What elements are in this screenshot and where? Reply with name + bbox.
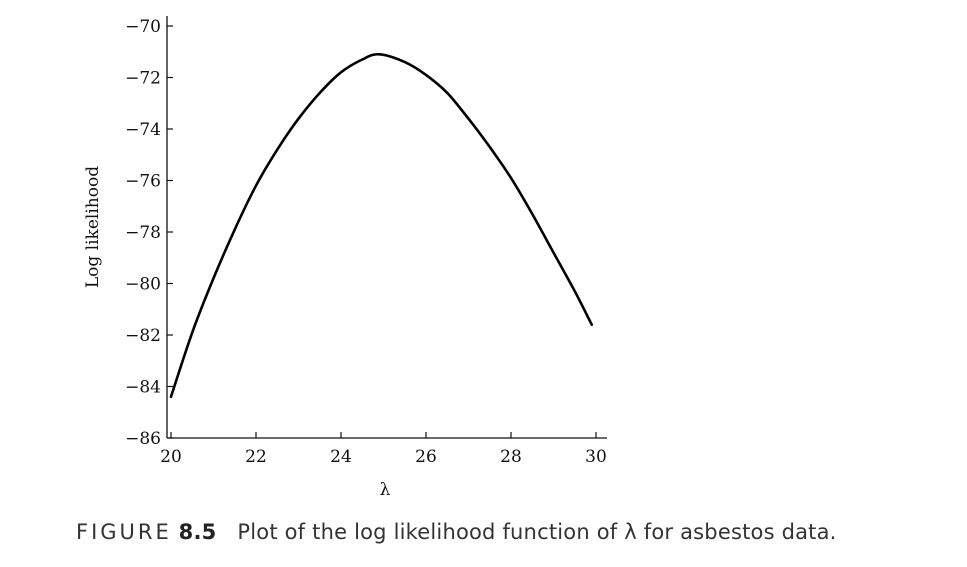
x-tick-label: 28 <box>500 447 522 467</box>
y-tick-label: −74 <box>125 120 161 140</box>
x-ticks: 20 22 24 26 28 30 <box>160 432 607 467</box>
y-ticks: −70 −72 −74 −76 −78 −80 −82 −84 −86 <box>125 17 173 449</box>
caption-figure-number: 8.5 <box>178 520 217 544</box>
y-tick-label: −72 <box>125 69 161 89</box>
x-tick-label: 30 <box>585 447 607 467</box>
series-line <box>169 52 594 399</box>
x-tick-label: 20 <box>160 447 182 467</box>
y-tick-label: −80 <box>125 275 161 295</box>
x-tick-label: 22 <box>245 447 267 467</box>
figure-caption: FIGURE 8.5 Plot of the log likelihood fu… <box>76 520 837 544</box>
caption-figure-word: FIGURE <box>76 520 172 544</box>
x-tick-label: 24 <box>330 447 352 467</box>
y-tick-label: −70 <box>125 17 161 37</box>
y-tick-label: −76 <box>125 172 161 192</box>
y-tick-label: −82 <box>125 326 161 346</box>
chart-axes <box>166 16 607 439</box>
log-likelihood-chart: −70 −72 −74 −76 −78 −80 −82 −84 −86 20 22 24 26 28 30… <box>83 16 607 500</box>
x-tick-label: 26 <box>415 447 437 467</box>
caption-text: Plot of the log likelihood function of λ… <box>237 520 837 544</box>
y-tick-label: −78 <box>125 223 161 243</box>
y-tick-label: −84 <box>125 378 161 398</box>
x-axis-label: λ <box>380 480 391 500</box>
y-axis-label: Log likelihood <box>83 166 103 288</box>
y-tick-label: −86 <box>125 429 161 449</box>
